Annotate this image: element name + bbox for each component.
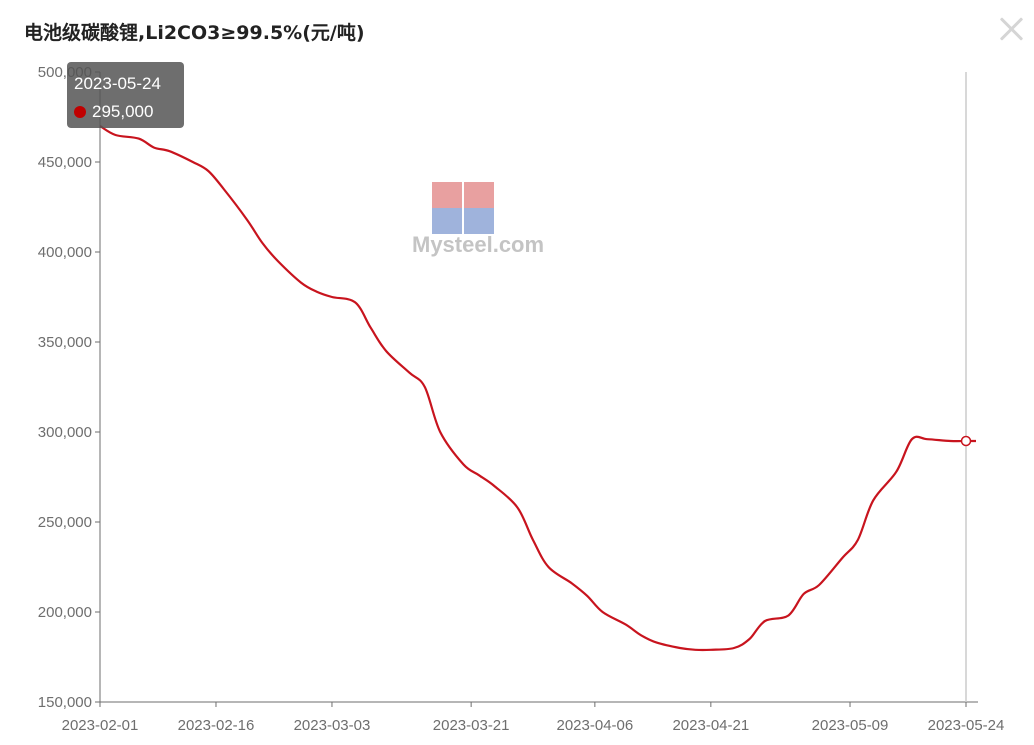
x-tick-label: 2023-04-06 [556,717,633,734]
series-line[interactable] [99,125,976,652]
x-tick-label: 2023-04-21 [672,717,749,734]
x-tick-label: 2023-02-16 [178,717,255,734]
y-tick-label: 150,000 [38,694,92,711]
y-tick-label: 350,000 [38,334,92,351]
chart-title: 电池级碳酸锂,Li2CO3≥99.5%(元/吨) [24,22,365,44]
x-tick-label: 2023-03-03 [294,717,371,734]
x-tick-label: 2023-05-24 [928,717,1005,734]
chart-axes [99,72,978,703]
y-axis-labels: 150,000 200,000 250,000 300,000 350,000 400,0… [38,64,100,711]
x-tick-label: 2023-02-01 [62,717,139,734]
tooltip-value-row: 295,000 [74,98,184,126]
tooltip-date: 2023-05-24 [74,74,161,93]
tooltip-value: 295,000 [92,102,154,121]
y-tick-label: 300,000 [38,424,92,441]
x-axis-labels: 2023-02-01 2023-02-16 2023-03-03 2023-03-21… [62,702,1005,734]
y-tick-label: 400,000 [38,244,92,261]
x-tick-label: 2023-03-21 [433,717,510,734]
x-tick-label: 2023-05-09 [812,717,889,734]
series-points [960,435,972,447]
tooltip-marker-icon [74,106,86,118]
y-tick-label: 450,000 [38,154,92,171]
y-tick-label: 250,000 [38,514,92,531]
y-tick-label: 200,000 [38,604,92,621]
tooltip: 2023-05-24 295,000 [67,62,184,128]
active-data-point[interactable] [960,435,972,447]
